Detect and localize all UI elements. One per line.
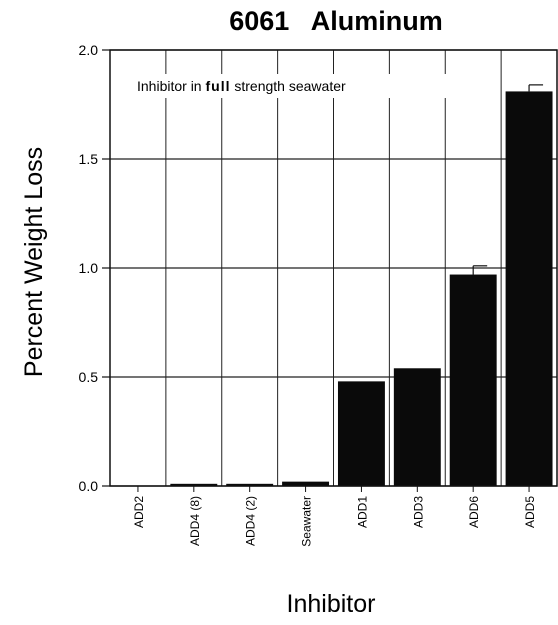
x-tick-label: ADD4 (2) xyxy=(244,496,258,546)
annotation-prefix: Inhibitor in xyxy=(137,78,205,94)
x-axis-title: Inhibitor xyxy=(287,590,376,618)
bars xyxy=(170,91,553,487)
y-axis: 0.0 0.5 1.0 1.5 2.0 xyxy=(79,42,110,494)
bar xyxy=(337,381,385,486)
plot-frame xyxy=(109,49,558,487)
y-tick-label: 2.0 xyxy=(79,42,99,58)
x-tick-label: ADD4 (8) xyxy=(188,496,202,546)
annotation-bold: full xyxy=(205,78,230,94)
bar xyxy=(505,91,553,487)
x-tick-label: ADD1 xyxy=(355,496,369,528)
chart-title: 6061 Aluminum xyxy=(229,6,443,36)
error-bars xyxy=(472,84,544,275)
x-tick-label: ADD5 xyxy=(523,496,537,528)
y-axis-title: Percent Weight Loss xyxy=(20,147,48,377)
y-tick-label: 1.5 xyxy=(79,151,99,167)
bar xyxy=(393,368,441,486)
y-tick-label: 0.0 xyxy=(79,478,99,494)
bar xyxy=(226,483,274,486)
annotation-suffix: strength seawater xyxy=(230,78,346,94)
annotation-box: Inhibitor in full strength seawater xyxy=(132,74,452,98)
x-tick-label: ADD3 xyxy=(411,496,425,528)
bar xyxy=(170,483,218,486)
bar xyxy=(282,481,330,486)
x-axis: ADD2 ADD4 (8) ADD4 (2) Seawater ADD1 ADD3 ADD6… xyxy=(132,486,537,547)
bar xyxy=(449,274,497,486)
y-tick-label: 1.0 xyxy=(79,260,99,276)
x-tick-label: ADD6 xyxy=(467,496,481,528)
x-tick-label: ADD2 xyxy=(132,496,146,528)
annotation-text: Inhibitor in full strength seawater xyxy=(137,78,346,94)
y-tick-label: 0.5 xyxy=(79,369,99,385)
x-tick-label: Seawater xyxy=(300,496,314,547)
